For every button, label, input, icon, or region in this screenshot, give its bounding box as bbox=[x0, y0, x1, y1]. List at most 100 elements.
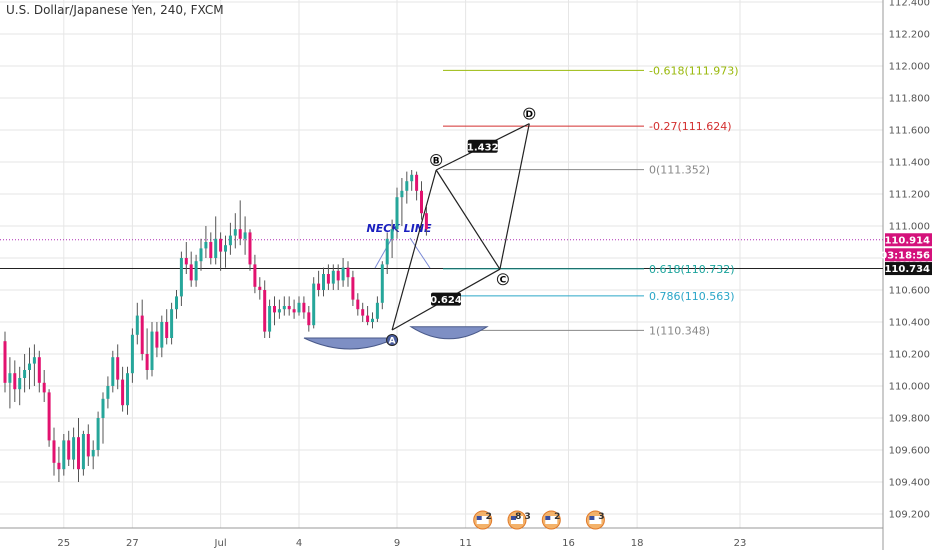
harmonic-pattern: 1.432 0.624 A B C D bbox=[386, 107, 536, 347]
candle-body bbox=[366, 315, 370, 322]
candle-body bbox=[106, 386, 110, 399]
pattern-point-marker bbox=[386, 334, 399, 346]
pattern-line-AB bbox=[391, 169, 437, 331]
grid bbox=[0, 0, 883, 528]
line-price-tag-bg bbox=[885, 262, 932, 276]
candle-body bbox=[297, 302, 301, 313]
candle-body bbox=[175, 296, 178, 310]
y-tick-label: 110.400 bbox=[889, 318, 930, 329]
candle-body bbox=[81, 434, 85, 470]
candle-body bbox=[72, 437, 76, 460]
y-tick-label: 111.400 bbox=[889, 158, 930, 169]
candle-body bbox=[307, 312, 311, 326]
y-tick-label: 112.200 bbox=[889, 30, 930, 41]
candle-body bbox=[52, 440, 56, 463]
pattern-point-marker bbox=[496, 273, 509, 286]
pattern-point-marker bbox=[430, 154, 443, 166]
candle-body bbox=[126, 373, 129, 406]
candle-body bbox=[184, 258, 188, 265]
fib-level-label: 0.786(110.563) bbox=[649, 290, 735, 303]
pattern-point-label: B bbox=[433, 157, 440, 167]
pattern-point-label: D bbox=[526, 110, 533, 120]
candle-body bbox=[160, 322, 164, 348]
flag-icon-canton bbox=[476, 516, 482, 520]
candle-body bbox=[194, 261, 198, 281]
candle-body bbox=[116, 357, 120, 380]
candle-body bbox=[405, 181, 409, 191]
line-price-tag: 110.734 bbox=[884, 262, 932, 276]
candle-body bbox=[287, 306, 291, 310]
candle-body bbox=[346, 267, 350, 278]
candle-body bbox=[258, 286, 262, 290]
candle-body bbox=[273, 306, 276, 313]
candle-body bbox=[165, 322, 169, 338]
candle-body bbox=[13, 373, 17, 390]
candle-body bbox=[135, 315, 139, 335]
candle-body bbox=[263, 290, 267, 332]
fib-level-label: 1(110.348) bbox=[649, 324, 710, 337]
ratio-label: 1.432 bbox=[467, 139, 499, 153]
current-price-tag-text: 110.914 bbox=[884, 235, 930, 246]
y-tick-label: 111.000 bbox=[889, 222, 930, 233]
x-tick-label: Jul bbox=[214, 538, 227, 549]
countdown-tag-text: 03:18:56 bbox=[880, 250, 930, 261]
x-tick-label: 9 bbox=[394, 538, 400, 549]
candle-body bbox=[336, 270, 340, 281]
candle-body bbox=[371, 318, 374, 322]
candle-body bbox=[395, 197, 399, 230]
candle-body bbox=[42, 382, 46, 393]
countdown-tag-bg bbox=[885, 248, 932, 262]
candle-body bbox=[277, 309, 281, 313]
candle-body bbox=[91, 450, 95, 457]
candle-body bbox=[380, 264, 384, 303]
y-tick-label: 112.000 bbox=[889, 62, 930, 73]
countdown-tag: 03:18:56 bbox=[880, 248, 932, 262]
ratio-label-text: 1.432 bbox=[467, 142, 499, 153]
event-badge: 2 bbox=[473, 510, 493, 530]
candle-body bbox=[121, 379, 125, 406]
candle-body bbox=[111, 357, 115, 386]
cup-shape-right bbox=[409, 326, 489, 340]
candle-body bbox=[101, 398, 105, 418]
y-tick-label: 110.000 bbox=[889, 382, 930, 393]
candle-body bbox=[390, 229, 394, 239]
candle-body bbox=[410, 174, 414, 182]
candle-body bbox=[150, 331, 154, 370]
candle-body bbox=[170, 309, 174, 338]
fib-level-label: -0.27(111.624) bbox=[649, 120, 732, 133]
current-price-tag-bg bbox=[885, 233, 932, 247]
candle-body bbox=[228, 235, 232, 246]
neck-line-arrow bbox=[374, 237, 393, 269]
neck-line-label: NECK LINE bbox=[367, 222, 432, 235]
pattern-point-label: C bbox=[500, 276, 507, 286]
candle-body bbox=[8, 373, 12, 383]
candle-body bbox=[140, 315, 144, 354]
event-badge-count: 2 bbox=[554, 512, 560, 522]
pattern-point-B: B bbox=[430, 154, 443, 167]
candle-body bbox=[356, 299, 360, 310]
y-tick-label: 112.400 bbox=[889, 0, 930, 9]
event-badge: 2 bbox=[541, 510, 561, 530]
y-tick-label: 111.600 bbox=[889, 126, 930, 137]
candle-body bbox=[233, 229, 237, 236]
candle-body bbox=[322, 274, 325, 290]
candle-body bbox=[238, 229, 242, 239]
pattern-point-marker bbox=[523, 107, 536, 120]
candle-body bbox=[253, 264, 257, 287]
candle-body bbox=[375, 302, 379, 319]
flag-icon-body bbox=[511, 516, 523, 524]
x-tick-label: 23 bbox=[734, 538, 747, 549]
ratio-label-text: 0.624 bbox=[430, 295, 462, 306]
candle-body bbox=[209, 242, 213, 258]
candle-body bbox=[351, 277, 355, 300]
y-tick-label: 109.400 bbox=[889, 478, 930, 489]
candle-body bbox=[18, 378, 22, 390]
chart-title: U.S. Dollar/Japanese Yen, 240, FXCM bbox=[6, 3, 224, 17]
y-tick-label: 111.800 bbox=[889, 94, 930, 105]
candle-body bbox=[214, 238, 218, 258]
candle-body bbox=[302, 302, 306, 313]
candle-body bbox=[96, 418, 100, 450]
flag-icon-body bbox=[476, 516, 489, 524]
candle-body bbox=[179, 258, 183, 297]
